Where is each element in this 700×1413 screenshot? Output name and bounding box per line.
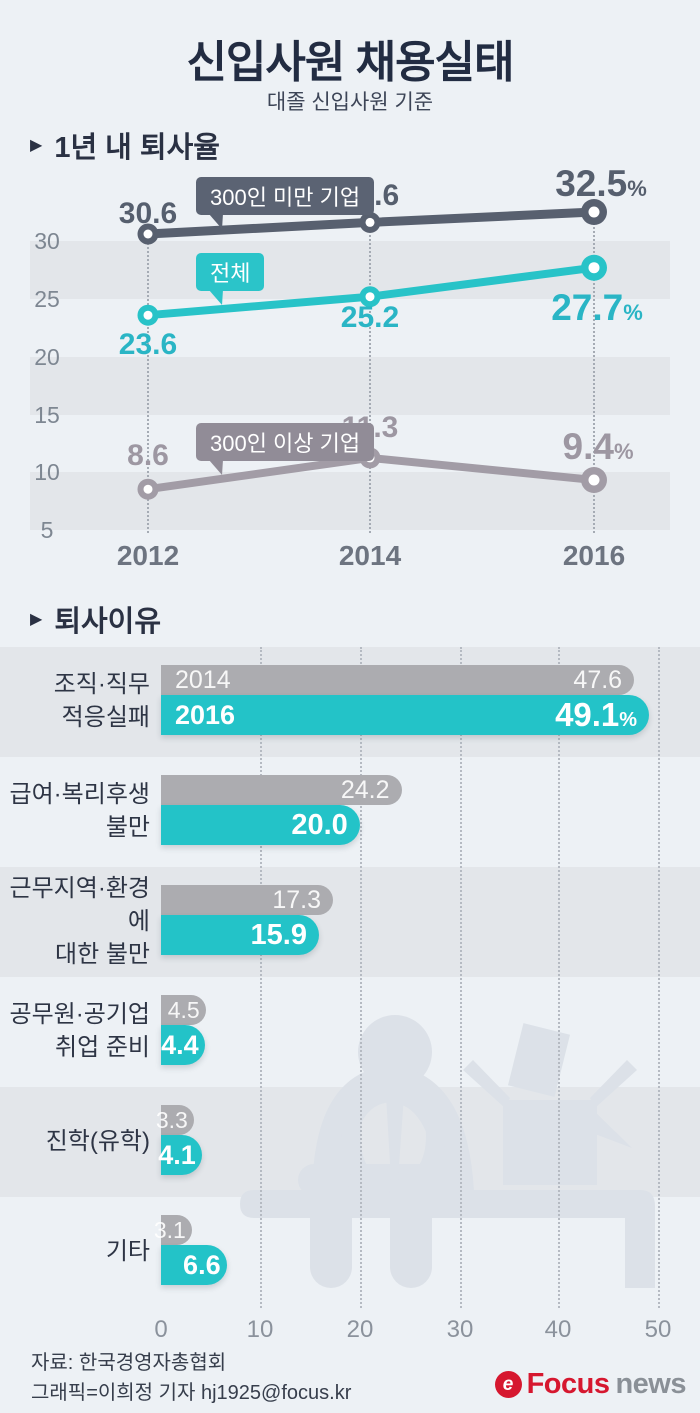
bar-value: 3.1 xyxy=(153,1216,186,1243)
bar-2016: 15.9 xyxy=(161,915,319,955)
value-total-2014: 25.2 xyxy=(340,301,400,334)
gridline-20 xyxy=(360,647,362,1308)
axis-tick: 50 xyxy=(644,1316,672,1343)
bar-value: 4.4 xyxy=(161,1029,199,1060)
category-label: 급여·복리후생 불만 xyxy=(9,781,150,841)
gridline-30 xyxy=(460,647,462,1308)
focus-logo-icon: e xyxy=(494,1371,522,1398)
callout-under300: 300인 미만 기업 xyxy=(196,177,375,229)
source-text: 자료: 한국경영자총협회 xyxy=(31,1352,227,1374)
dotted-guide-2012 xyxy=(147,232,149,533)
category-label: 기타 xyxy=(105,1237,150,1265)
bar-2014: 24.2 xyxy=(161,775,402,805)
y-tick: 15 xyxy=(34,402,60,428)
bar-2014: 2014 47.6 xyxy=(161,665,635,695)
logo-news-text: news xyxy=(615,1368,686,1400)
value-total-2012: 23.6 xyxy=(118,328,178,361)
bar-2016: 2016 49.1% xyxy=(161,695,650,735)
section-header-retire-rate: ▶ 1년 내 퇴사율 xyxy=(30,124,220,166)
y-tick: 20 xyxy=(34,344,60,370)
bar-value: 6.6 xyxy=(183,1249,221,1280)
value-under300-2012: 30.6 xyxy=(118,197,178,230)
bar-value: 4.1 xyxy=(158,1139,196,1170)
y-tick: 10 xyxy=(34,459,60,485)
bar-value: 15.9 xyxy=(250,918,307,951)
bar-year-label: 2016 xyxy=(175,699,236,730)
axis-tick: 30 xyxy=(446,1316,474,1343)
section-title: 1년 내 퇴사율 xyxy=(54,132,220,164)
x-label-2012: 2012 xyxy=(116,540,180,571)
dotted-guide-2016 xyxy=(593,210,595,533)
section-header-retire-reason: ▶ 퇴사이유 xyxy=(30,598,161,640)
axis-tick: 0 xyxy=(154,1316,168,1343)
category-label: 공무원·공기업 취업 준비 xyxy=(9,1001,150,1061)
bar-value: 20.0 xyxy=(291,808,348,841)
triangle-marker-icon: ▶ xyxy=(30,611,43,628)
value-over300-2012: 8.6 xyxy=(127,439,169,472)
bar-value: 3.3 xyxy=(155,1106,188,1133)
bar-value: 17.3 xyxy=(272,885,321,914)
line-chart-canvas xyxy=(137,199,607,500)
bar-2014: 3.1 xyxy=(154,1215,192,1245)
x-label-2016: 2016 xyxy=(562,540,626,571)
bar-2016: 4.4 xyxy=(161,1025,205,1065)
gridline-50 xyxy=(658,647,660,1308)
bar-2016: 4.1 xyxy=(158,1135,202,1175)
row-band xyxy=(0,867,700,977)
category-label: 조직·직무 적응실패 xyxy=(53,671,150,731)
bar-2014: 4.5 xyxy=(161,995,206,1025)
value-under300-2016: 32.5% xyxy=(555,163,647,204)
chart-band xyxy=(30,472,670,530)
x-label-2014: 2014 xyxy=(338,540,402,571)
gridline-40 xyxy=(558,647,560,1308)
laid-off-worker-watermark-icon xyxy=(240,1015,655,1288)
bar-value: 4.5 xyxy=(167,996,200,1023)
axis-tick: 40 xyxy=(544,1316,572,1343)
y-tick: 5 xyxy=(40,517,54,543)
bar-value: 24.2 xyxy=(340,775,390,804)
focus-news-logo: e Focus news xyxy=(494,1368,686,1401)
category-label: 근무지역·환경에 대한 불만 xyxy=(9,874,150,968)
bar-value: 47.6 xyxy=(573,665,623,694)
bar-value: 49.1% xyxy=(555,696,638,733)
page-title: 신입사원 채용실태 xyxy=(186,38,514,87)
gridline-10 xyxy=(260,647,262,1308)
bar-2016: 6.6 xyxy=(161,1245,227,1285)
bar-2014: 17.3 xyxy=(161,885,333,915)
triangle-marker-icon: ▶ xyxy=(30,137,43,154)
y-tick: 30 xyxy=(34,228,60,254)
axis-tick: 20 xyxy=(346,1316,374,1343)
value-over300-2016: 9.4% xyxy=(562,426,634,467)
logo-focus-text: Focus xyxy=(526,1368,610,1400)
y-tick: 25 xyxy=(34,286,60,312)
dotted-guide-2014 xyxy=(369,220,371,533)
callout-over300: 300인 이상 기업 xyxy=(196,423,375,475)
callout-total: 전체 xyxy=(196,253,265,305)
bar-2016: 20.0 xyxy=(161,805,360,845)
bar-2014: 3.3 xyxy=(156,1105,194,1135)
category-label: 진학(유학) xyxy=(45,1127,150,1155)
credit-text: 그래픽=이희정 기자 hj1925@focus.kr xyxy=(31,1382,352,1404)
section-title: 퇴사이유 xyxy=(54,606,162,638)
page-subtitle: 대졸 신입사원 기준 xyxy=(266,91,434,114)
chart-band xyxy=(30,357,670,415)
axis-tick: 10 xyxy=(246,1316,274,1343)
bar-year-label: 2014 xyxy=(175,665,231,694)
value-total-2016: 27.7% xyxy=(551,287,643,328)
